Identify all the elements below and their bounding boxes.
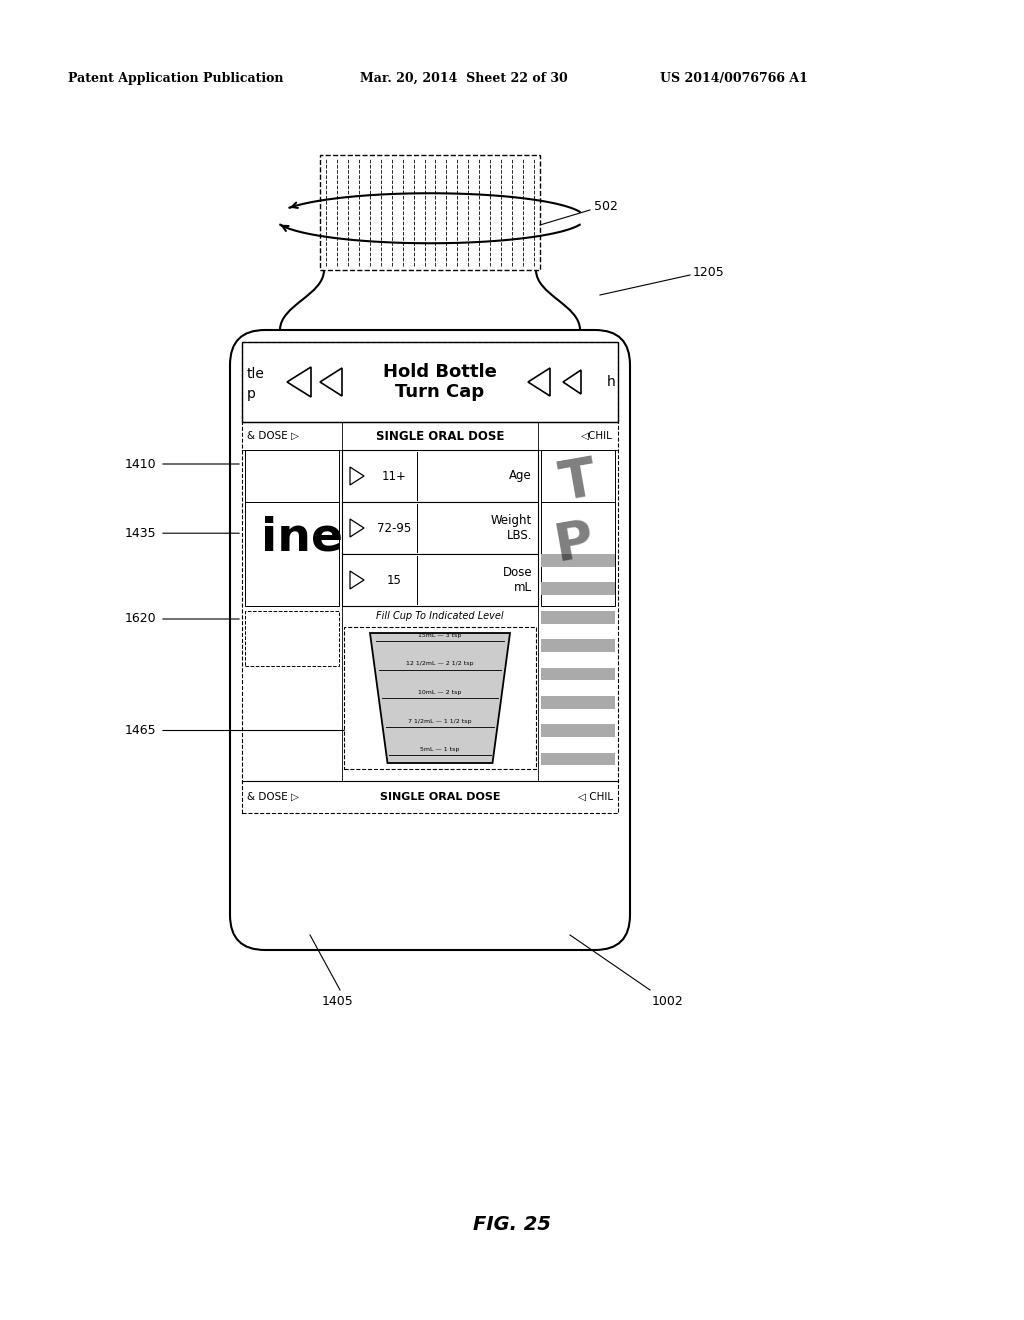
Polygon shape xyxy=(528,368,550,396)
Text: tle: tle xyxy=(247,367,265,381)
Bar xyxy=(245,450,339,502)
Polygon shape xyxy=(350,467,364,484)
Bar xyxy=(541,582,615,595)
Bar xyxy=(541,639,615,652)
Bar xyxy=(342,450,538,502)
Text: ◁ CHIL: ◁ CHIL xyxy=(578,792,613,803)
Bar xyxy=(541,450,615,502)
Bar xyxy=(319,154,540,271)
Text: ◁CHIL: ◁CHIL xyxy=(582,432,613,441)
Text: 10mL — 2 tsp: 10mL — 2 tsp xyxy=(419,690,462,696)
Text: 15: 15 xyxy=(387,573,402,586)
Text: 1205: 1205 xyxy=(693,265,725,279)
Text: 1002: 1002 xyxy=(652,995,684,1008)
Bar xyxy=(541,502,615,606)
Polygon shape xyxy=(350,519,364,537)
Text: Fill Cup To Indicated Level: Fill Cup To Indicated Level xyxy=(376,611,504,620)
Text: 1465: 1465 xyxy=(124,723,156,737)
Text: US 2014/0076766 A1: US 2014/0076766 A1 xyxy=(660,73,808,84)
Text: 15mL — 3 tsp: 15mL — 3 tsp xyxy=(419,634,462,638)
Text: & DOSE ▷: & DOSE ▷ xyxy=(247,432,299,441)
Text: h: h xyxy=(606,375,615,389)
Text: 1410: 1410 xyxy=(124,458,156,470)
Bar xyxy=(242,342,618,813)
Text: Hold Bottle
Turn Cap: Hold Bottle Turn Cap xyxy=(383,363,497,401)
Polygon shape xyxy=(287,367,311,397)
Bar xyxy=(342,554,538,606)
Bar xyxy=(245,502,339,606)
Text: 11+: 11+ xyxy=(382,470,407,483)
FancyBboxPatch shape xyxy=(230,330,630,950)
Text: T: T xyxy=(556,453,600,510)
Text: & DOSE ▷: & DOSE ▷ xyxy=(247,792,299,803)
Text: 1620: 1620 xyxy=(124,612,156,626)
Bar xyxy=(242,342,618,422)
Text: 72-95: 72-95 xyxy=(378,521,412,535)
Polygon shape xyxy=(370,634,510,763)
Text: 12 1/2mL — 2 1/2 tsp: 12 1/2mL — 2 1/2 tsp xyxy=(407,661,474,667)
Bar xyxy=(245,611,339,667)
Polygon shape xyxy=(563,370,581,393)
Text: Mar. 20, 2014  Sheet 22 of 30: Mar. 20, 2014 Sheet 22 of 30 xyxy=(360,73,567,84)
Bar xyxy=(541,725,615,737)
Text: 7 1/2mL — 1 1/2 tsp: 7 1/2mL — 1 1/2 tsp xyxy=(409,718,472,723)
Text: 1405: 1405 xyxy=(323,995,354,1008)
Bar xyxy=(541,696,615,709)
Text: 5mL — 1 tsp: 5mL — 1 tsp xyxy=(420,747,460,752)
Bar xyxy=(541,611,615,623)
Text: 1435: 1435 xyxy=(124,527,156,540)
Text: SINGLE ORAL DOSE: SINGLE ORAL DOSE xyxy=(380,792,501,803)
Bar xyxy=(342,502,538,554)
Text: Patent Application Publication: Patent Application Publication xyxy=(68,73,284,84)
Text: Age: Age xyxy=(509,470,532,483)
Text: ine: ine xyxy=(261,516,343,561)
Bar xyxy=(541,752,615,766)
Text: 502: 502 xyxy=(594,201,617,214)
Bar xyxy=(344,627,536,770)
Text: p: p xyxy=(247,387,256,401)
Text: SINGLE ORAL DOSE: SINGLE ORAL DOSE xyxy=(376,429,504,442)
Bar xyxy=(541,554,615,566)
Text: P: P xyxy=(551,515,598,573)
Bar xyxy=(541,668,615,680)
Polygon shape xyxy=(350,572,364,589)
Text: FIG. 25: FIG. 25 xyxy=(473,1216,551,1234)
Text: Weight
LBS.: Weight LBS. xyxy=(490,513,532,543)
Text: Dose
mL: Dose mL xyxy=(503,566,532,594)
Polygon shape xyxy=(319,368,342,396)
